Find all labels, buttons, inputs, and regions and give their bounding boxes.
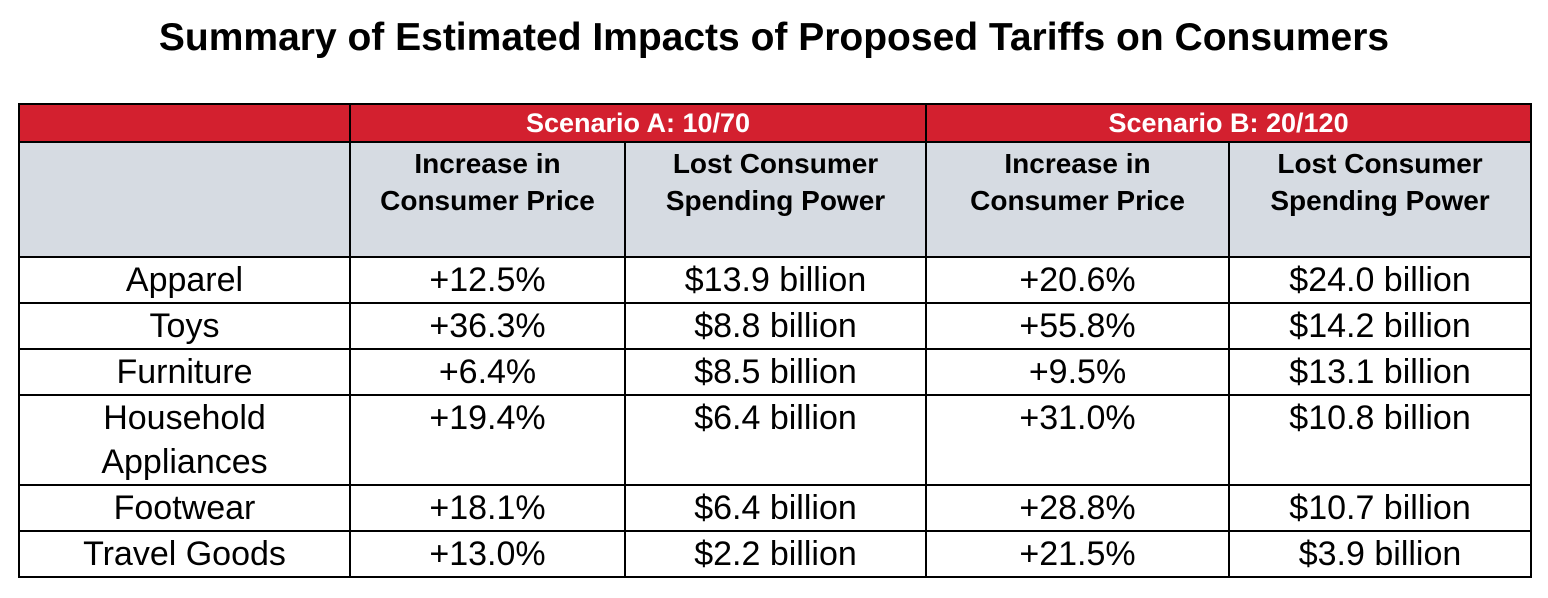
tariff-table: Scenario A: 10/70 Scenario B: 20/120 Inc… (18, 103, 1533, 578)
table-body: Apparel +12.5% $13.9 billion +20.6% $24.0 bi… (18, 256, 1533, 578)
row-label: Furniture (18, 348, 351, 396)
group-header: Scenario B: 20/120 (925, 103, 1533, 143)
table-row: Toys +36.3% $8.8 billion +55.8% $14.2 billio… (18, 302, 1533, 350)
cell: $8.8 billion (623, 302, 928, 350)
table-row: Footwear +18.1% $6.4 billion +28.8% $10.7 bi… (18, 484, 1533, 532)
cell: $2.2 billion (623, 530, 928, 578)
row-label: Travel Goods (18, 530, 351, 578)
cell: +20.6% (925, 256, 1231, 304)
cell: +18.1% (349, 484, 626, 532)
table-row: Apparel +12.5% $13.9 billion +20.6% $24.0 bi… (18, 256, 1533, 304)
cell: +13.0% (349, 530, 626, 578)
group-header: Scenario A: 10/70 (348, 103, 928, 143)
cell: +19.4% (349, 394, 626, 486)
column-header: Lost Consumer Spending Power (623, 141, 928, 258)
cell: +21.5% (925, 530, 1231, 578)
cell: +12.5% (349, 256, 626, 304)
column-header: Increase in Consumer Price (925, 141, 1231, 258)
cell: $24.0 billion (1228, 256, 1533, 304)
title: Summary of Estimated Impacts of Proposed… (158, 16, 1390, 59)
empty-cell (18, 103, 351, 143)
row-label: Footwear (18, 484, 351, 532)
row-label: Apparel (18, 256, 351, 304)
cell: $10.8 billion (1228, 394, 1533, 486)
cell: +36.3% (349, 302, 626, 350)
cell: $10.7 billion (1228, 484, 1533, 532)
empty-cell (18, 141, 351, 258)
table-row: Household Appliances +19.4% $6.4 billion +3… (18, 394, 1533, 486)
cell: $6.4 billion (623, 394, 928, 486)
row-label: Household Appliances (18, 394, 351, 486)
cell: +28.8% (925, 484, 1231, 532)
column-header: Increase in Consumer Price (349, 141, 626, 258)
cell: $6.4 billion (623, 484, 928, 532)
cell: $14.2 billion (1228, 302, 1533, 350)
cell: $3.9 billion (1228, 530, 1533, 578)
cell: +6.4% (349, 348, 626, 396)
cell: +55.8% (925, 302, 1231, 350)
group-header-row: Scenario A: 10/70 Scenario B: 20/120 (18, 103, 1533, 143)
cell: +9.5% (925, 348, 1231, 396)
column-header-row: Increase in Consumer Price Lost Consumer… (18, 141, 1533, 258)
cell: $13.1 billion (1228, 348, 1533, 396)
column-header: Lost Consumer Spending Power (1228, 141, 1533, 258)
cell: $13.9 billion (623, 256, 928, 304)
table-row: Travel Goods +13.0% $2.2 billion +21.5% $3.9… (18, 530, 1533, 578)
row-label: Toys (18, 302, 351, 350)
cell: $8.5 billion (623, 348, 928, 396)
cell: +31.0% (925, 394, 1231, 486)
table-row: Furniture +6.4% $8.5 billion +9.5% $13.1 bil… (18, 348, 1533, 396)
